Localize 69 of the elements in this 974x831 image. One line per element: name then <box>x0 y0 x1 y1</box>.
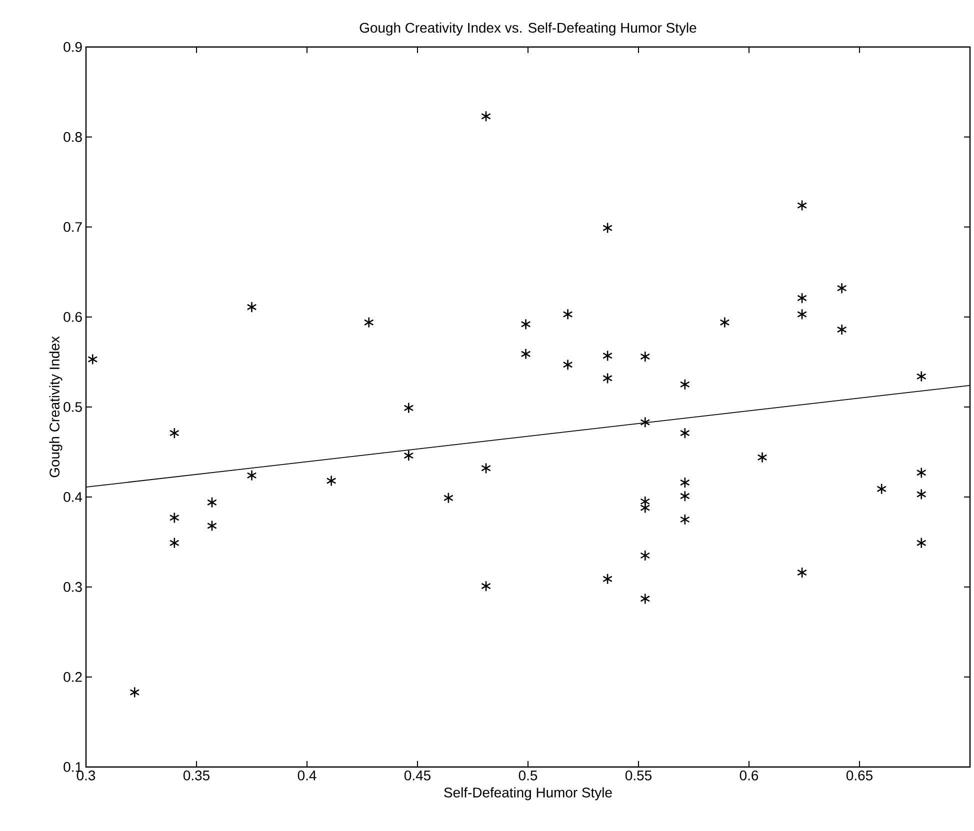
x-tick-label: 0.45 <box>404 770 430 780</box>
point <box>916 537 926 549</box>
point <box>130 686 140 698</box>
point <box>916 370 926 382</box>
point <box>169 512 180 524</box>
x-tick-label: 0.65 <box>846 770 872 780</box>
point <box>206 520 217 532</box>
point <box>88 354 98 365</box>
point <box>680 427 690 439</box>
y-tick-label: 0.6 <box>64 312 82 322</box>
point <box>680 476 690 488</box>
point <box>797 200 808 212</box>
point <box>481 462 491 474</box>
point <box>916 488 926 500</box>
point <box>916 467 926 478</box>
point <box>169 427 180 439</box>
point <box>640 550 650 562</box>
point <box>640 416 650 428</box>
point <box>562 359 573 370</box>
point <box>640 593 650 604</box>
chart-title: Gough Creativity Index vs. Self-Defeating Humor Style <box>360 22 696 36</box>
x-tick-label: 0.55 <box>625 770 652 780</box>
y-tick-label: 0.3 <box>64 582 82 592</box>
point <box>602 372 613 384</box>
y-tick-label: 0.9 <box>64 42 82 52</box>
x-tick-label: 0.35 <box>183 770 210 780</box>
point <box>680 490 690 502</box>
point <box>206 496 217 508</box>
point <box>836 324 847 336</box>
y-tick-label: 0.4 <box>64 492 82 502</box>
point <box>520 318 531 330</box>
y-tick-label: 0.2 <box>64 672 82 682</box>
point <box>246 301 257 313</box>
x-axis-title: Self-Defeating Humor Style <box>444 787 612 800</box>
point <box>326 475 336 486</box>
point <box>246 470 257 482</box>
point <box>680 514 690 526</box>
point <box>520 348 531 360</box>
point <box>757 452 768 464</box>
y-tick-label: 0.5 <box>64 402 82 412</box>
y-axis-title: Gough Creativity Index <box>49 336 62 478</box>
x-tick-label: 0.3 <box>76 770 96 780</box>
point <box>876 483 887 495</box>
x-tick-label: 0.4 <box>298 770 316 780</box>
point <box>169 537 180 549</box>
point <box>481 110 491 122</box>
point <box>797 566 808 578</box>
x-tick-label: 0.6 <box>740 770 758 780</box>
point <box>640 502 650 514</box>
y-tick-label: 0.1 <box>64 762 82 772</box>
y-tick-label: 0.7 <box>64 222 82 232</box>
point <box>720 316 730 328</box>
point <box>680 378 690 390</box>
point <box>404 402 414 414</box>
point <box>404 450 414 462</box>
point <box>797 308 808 320</box>
point <box>640 496 650 508</box>
x-tick-label: 0.5 <box>518 770 538 780</box>
point <box>602 350 613 362</box>
point <box>797 292 808 304</box>
point <box>364 316 374 328</box>
point <box>562 308 573 320</box>
point <box>602 573 613 585</box>
point <box>443 492 454 504</box>
point <box>836 282 847 294</box>
point <box>481 580 491 592</box>
point <box>602 222 613 234</box>
point <box>640 350 650 362</box>
y-tick-label: 0.8 <box>64 132 82 142</box>
